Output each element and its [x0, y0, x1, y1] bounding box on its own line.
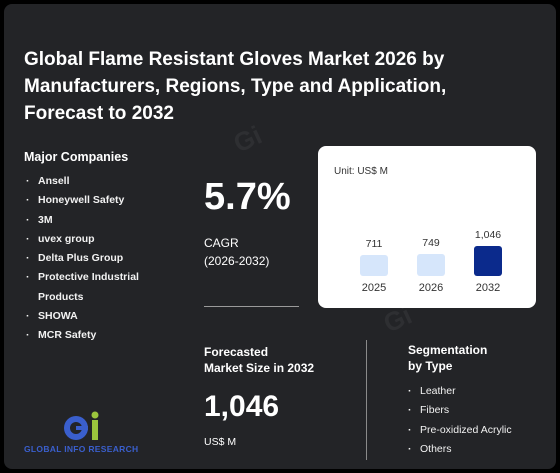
company-item: Honeywell Safety — [26, 191, 186, 211]
forecast-heading-line2: Market Size in 2032 — [204, 361, 315, 375]
companies-list: Ansell Honeywell Safety 3M uvex group De… — [26, 172, 186, 346]
company-item: Protective Industrial Products — [26, 268, 186, 307]
segment-item: Leather — [408, 382, 512, 402]
bar-value-label: 711 — [366, 238, 383, 250]
company-logo: GLOBAL INFO RESEARCH — [24, 410, 174, 460]
page-title: Global Flame Resistant Gloves Market 202… — [24, 49, 447, 124]
segmentation-heading-line1: Segmentation — [408, 343, 488, 357]
companies-heading: Major Companies — [24, 150, 129, 164]
segment-item: Pre-oxidized Acrylic — [408, 421, 512, 441]
segmentation-heading: Segmentation by Type — [408, 342, 487, 374]
cagr-value: 5.7% — [204, 176, 291, 218]
infographic-card: Gi Gi Global Flame Resistant Gloves Mark… — [4, 4, 556, 469]
segment-item: Others — [408, 440, 512, 460]
bar-2032 — [474, 246, 502, 276]
logo-text: GLOBAL INFO RESEARCH — [24, 444, 139, 454]
bar-2025 — [360, 255, 388, 276]
cagr-label-text: CAGR — [204, 236, 239, 250]
forecast-heading-line1: Forecasted — [204, 345, 269, 359]
company-item: Ansell — [26, 172, 186, 192]
category-label: 2026 — [419, 282, 443, 294]
cagr-period: (2026-2032) — [204, 254, 270, 268]
cagr-label: CAGR (2026-2032) — [204, 234, 269, 270]
company-item: MCR Safety — [26, 326, 186, 346]
bar-value-label: 749 — [422, 237, 440, 249]
company-item: SHOWA — [26, 307, 186, 327]
bar-2026 — [417, 253, 445, 276]
bar-value-label: 1,046 — [475, 229, 501, 241]
forecast-heading: Forecasted Market Size in 2032 — [204, 344, 314, 376]
segmentation-heading-line2: by Type — [408, 359, 453, 373]
bar-chart: Unit: US$ M 711 2025 749 2026 1,046 2032 — [318, 146, 536, 308]
company-item: 3M — [26, 211, 186, 231]
category-label: 2032 — [476, 282, 500, 294]
chart-svg: 711 2025 749 2026 1,046 2032 — [360, 229, 502, 294]
segmentation-list: Leather Fibers Pre-oxidized Acrylic Othe… — [408, 382, 512, 459]
chart-unit-label: Unit: US$ M — [334, 166, 388, 177]
vertical-divider — [366, 340, 367, 460]
forecast-unit: US$ M — [204, 436, 237, 448]
category-label: 2025 — [362, 282, 386, 294]
divider — [204, 306, 299, 307]
forecast-value: 1,046 — [204, 390, 280, 423]
company-item: Delta Plus Group — [26, 249, 186, 269]
company-item: uvex group — [26, 230, 186, 250]
segment-item: Fibers — [408, 401, 512, 421]
logo-icon — [64, 411, 99, 440]
